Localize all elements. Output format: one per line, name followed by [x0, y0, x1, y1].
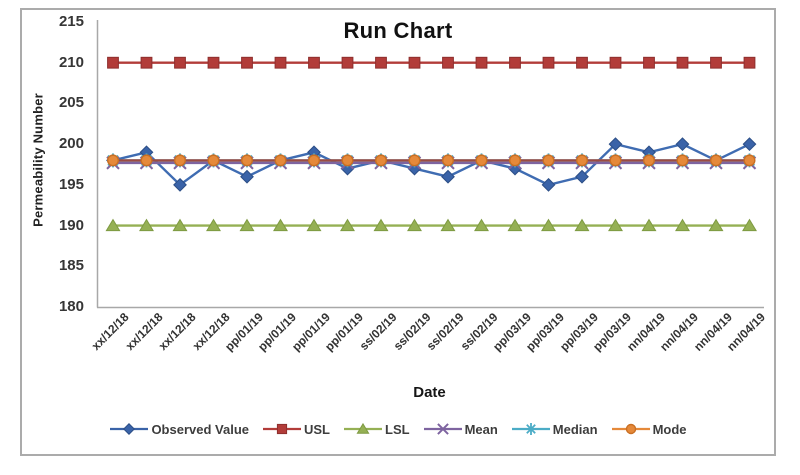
triangle-marker-icon [344, 422, 382, 434]
legend-label: Mean [464, 421, 498, 437]
x-marker-icon [423, 423, 462, 435]
chart-legend: Observed Value USL LSL Mean Median Mode [22, 420, 774, 438]
legend-item-mode: Mode [611, 420, 687, 438]
legend-label: Median [552, 421, 598, 437]
series-usl [107, 56, 756, 69]
legend-label: Mode [652, 421, 687, 437]
legend-label: USL [304, 421, 330, 437]
series-observed-value [106, 137, 757, 192]
diamond-marker-icon [110, 423, 149, 435]
y-tick-label: 185 [58, 257, 84, 275]
y-tick-label: 215 [58, 13, 84, 30]
y-tick-label: 190 [58, 216, 84, 234]
legend-item-lsl: LSL [343, 420, 410, 438]
plot-area [96, 20, 764, 309]
y-tick-label: 180 [58, 298, 84, 315]
square-marker-icon [263, 423, 301, 435]
circle-marker-icon [611, 423, 650, 435]
chart-title: Run Chart [343, 18, 453, 43]
chart-frame: Run Chart Permeability Number 215 210 205 2… [20, 8, 776, 456]
y-tick-label: 205 [58, 94, 84, 112]
legend-item-observed-value: Observed Value [109, 420, 249, 438]
y-axis-title: Permeability Number [30, 93, 46, 227]
legend-item-mean: Mean [423, 420, 498, 438]
legend-item-median: Median [511, 420, 598, 438]
series-mode [106, 154, 756, 167]
asterisk-marker-icon [511, 423, 550, 435]
chart-inner: Run Chart Permeability Number 215 210 205 2… [22, 10, 774, 454]
y-tick-label: 200 [58, 135, 84, 153]
legend-item-usl: USL [262, 420, 330, 438]
legend-label: LSL [385, 421, 410, 437]
y-tick-label: 210 [58, 53, 84, 71]
y-tick-label: 195 [58, 175, 84, 193]
legend-label: Observed Value [151, 421, 249, 437]
x-axis-title: Date [413, 384, 446, 401]
series-lsl [105, 218, 757, 232]
